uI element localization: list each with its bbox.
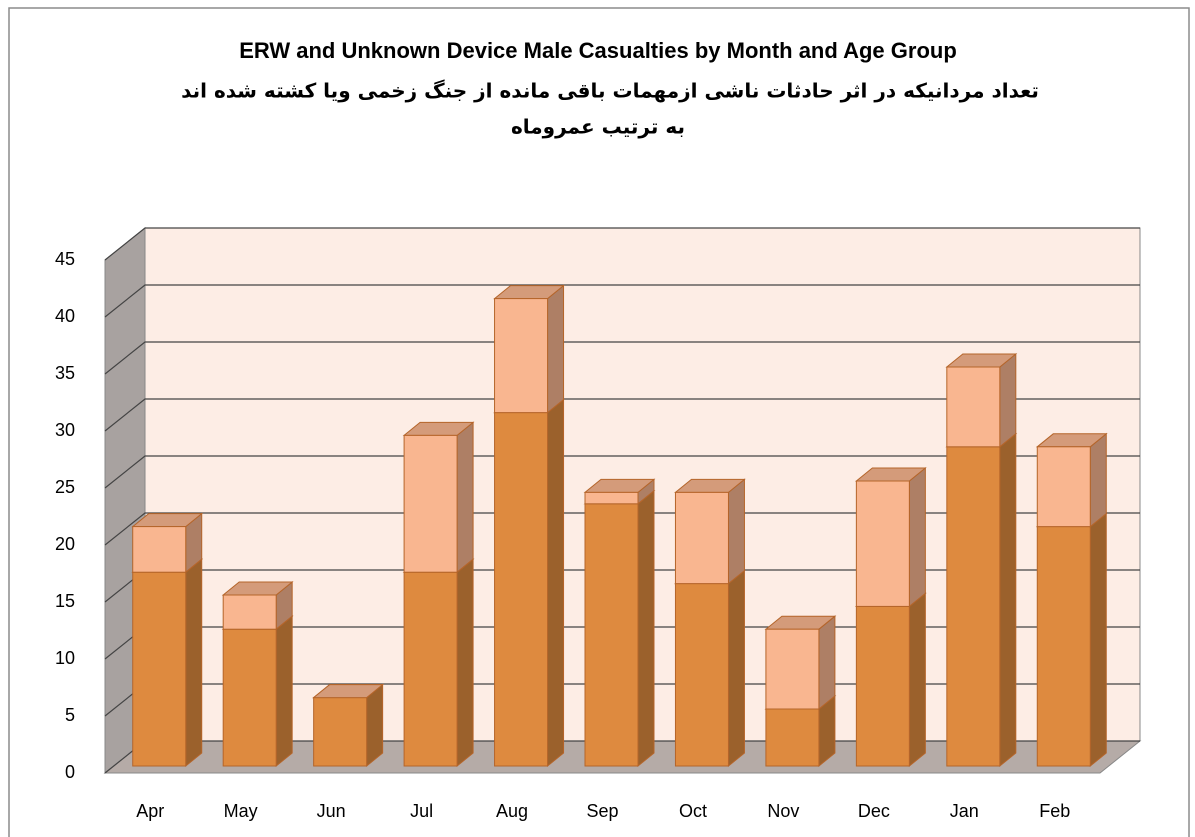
y-tick-label: 45 (55, 249, 75, 269)
bar-side (637, 489, 655, 768)
x-tick-label: Apr (136, 801, 164, 821)
grid-line (104, 284, 1140, 318)
bar-side (999, 352, 1017, 448)
bar (946, 366, 1001, 448)
y-tick-label: 25 (55, 477, 75, 497)
bar-top (312, 684, 385, 699)
bar (403, 434, 458, 573)
x-tick-label: Feb (1039, 801, 1070, 821)
bar-side (185, 558, 203, 768)
bar-side (1089, 512, 1107, 768)
bar (1036, 526, 1091, 767)
bar (494, 298, 549, 414)
bar (222, 594, 277, 630)
bar-side (275, 615, 293, 768)
x-tick-label: Jul (410, 801, 433, 821)
x-tick-label: May (224, 801, 258, 821)
bar (584, 503, 639, 767)
bar-side (547, 284, 565, 414)
bar (132, 526, 187, 573)
y-tick-label: 15 (55, 591, 75, 611)
x-tick-label: Nov (767, 801, 799, 821)
bar (222, 628, 277, 767)
grid-line (104, 398, 1140, 432)
bar (674, 583, 729, 767)
bar-side (727, 569, 745, 768)
bar-side (366, 683, 384, 768)
bar-side (908, 592, 926, 768)
y-tick-label: 35 (55, 363, 75, 383)
bar (1036, 446, 1091, 528)
bar-side (547, 398, 565, 768)
bar (946, 446, 1001, 767)
bar-side (818, 615, 836, 711)
x-tick-label: Jun (317, 801, 346, 821)
grid-line (104, 227, 1140, 261)
grid-line (104, 455, 1140, 489)
y-tick-label: 40 (55, 306, 75, 326)
x-tick-label: Dec (858, 801, 890, 821)
bar (765, 628, 820, 710)
bar-side (908, 466, 926, 608)
y-tick-label: 20 (55, 534, 75, 554)
x-tick-label: Aug (496, 801, 528, 821)
chart-title: ERW and Unknown Device Male Casualties b… (239, 38, 957, 63)
bar (855, 480, 910, 607)
x-tick-label: Sep (586, 801, 618, 821)
grid-line (104, 341, 1140, 375)
bar (494, 412, 549, 767)
bar-side (727, 478, 745, 585)
chart-subtitle: تعداد مردانیکه در اثر حادثات ناشی ازمهما… (181, 79, 1039, 103)
bar (765, 708, 820, 767)
bar-side (456, 558, 474, 768)
bar-side (456, 421, 474, 574)
bar (674, 491, 729, 585)
bar (132, 571, 187, 767)
y-tick-label: 30 (55, 420, 75, 440)
bar-side (999, 432, 1017, 768)
chart-subtitle: به ترتیب عمروماه (511, 115, 685, 139)
bar (313, 697, 368, 767)
bar-side (1089, 432, 1107, 528)
y-tick-label: 5 (65, 705, 75, 725)
x-tick-label: Oct (679, 801, 707, 821)
grid-line (104, 512, 1140, 546)
bar (584, 491, 639, 505)
bar (855, 605, 910, 767)
x-tick-label: Jan (950, 801, 979, 821)
bar (403, 571, 458, 767)
y-tick-label: 0 (65, 762, 75, 782)
y-tick-label: 10 (55, 648, 75, 668)
